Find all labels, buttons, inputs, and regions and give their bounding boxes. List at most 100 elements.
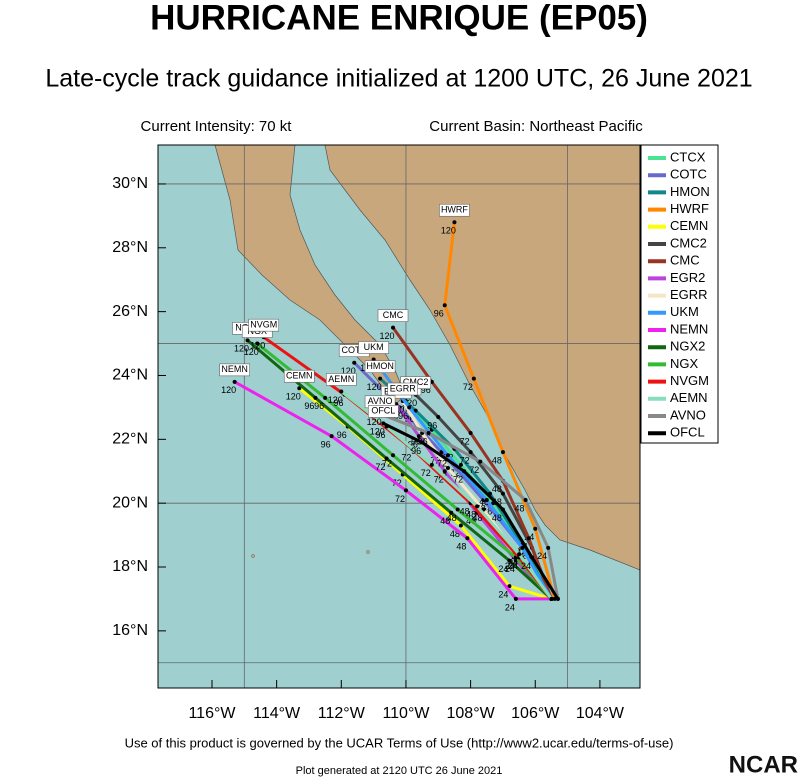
hour-label: 120 [234,344,249,354]
x-tick-label: 116°W [188,705,236,722]
track-point [526,536,531,541]
track-point [323,395,328,400]
track-point [513,596,518,601]
track-point [420,440,425,445]
track-point [426,430,431,435]
track-point [520,545,525,550]
track-point [413,408,418,413]
hour-label: 48 [466,510,476,520]
y-tick-label: 24°N [112,367,148,384]
track-point [517,552,522,557]
track-point [391,325,396,330]
legend-label: AEMN [670,390,708,405]
model-label-box [377,309,409,322]
track-point [458,523,463,528]
hour-label: 24 [508,561,518,571]
hour-label: 96 [408,440,418,450]
hour-label: 96 [314,401,324,411]
hour-label: 48 [450,529,460,539]
y-tick-label: 18°N [112,558,148,575]
hour-label: 72 [434,475,444,485]
legend-label: CMC [670,253,700,268]
hour-label: 96 [304,401,314,411]
hour-label: 120 [250,341,265,351]
hour-label: 120 [367,382,382,392]
chart-subtitle: Late-cycle track guidance initialized at… [45,65,752,93]
hour-label: 120 [328,395,343,405]
model-label-box [248,318,280,332]
island [366,550,370,554]
hour-label: 72 [453,475,463,485]
hour-label: 120 [367,417,382,427]
track-point [352,360,357,365]
track-point [500,491,505,496]
track-point [391,453,396,458]
track-point [465,536,470,541]
hour-label: 24 [498,590,508,600]
hour-label: 24 [537,551,547,561]
hour-label: 72 [382,459,392,469]
track [256,342,553,600]
track-point [403,488,408,493]
hour-label: 24 [498,564,508,574]
track [340,390,553,600]
hour-label: 72 [421,468,431,478]
legend: CTCX COTC HMON HWRF CEMN CMC2 CMC EGR2 EGRR UKM NE… [640,144,719,444]
legend-label: CMC2 [670,235,707,250]
chart-title: HURRICANE ENRIQUE (EP05) [150,0,648,37]
hour-label: 72 [460,455,470,465]
legend-label: HWRF [670,201,709,216]
track-point [245,338,250,343]
hour-label: 96 [337,430,347,440]
legend-label: HMON [670,184,710,199]
hour-label: 48 [515,503,525,513]
legend-label: NEMN [670,321,708,336]
x-tick-label: 106°W [511,705,560,722]
hour-label: 24 [505,602,515,612]
y-tick-label: 22°N [112,431,148,448]
track-point [468,430,473,435]
y-tick-label: 26°N [112,303,148,320]
generated: Plot generated at 2120 UTC 26 June 2021 [296,765,503,777]
track-point [478,459,483,464]
hour-label: 96 [398,411,408,421]
track [443,222,557,600]
tracks: 2448729612024487296120244872961202448729… [219,203,560,612]
y-tick-label: 30°N [112,175,148,192]
hour-label: 96 [411,436,421,446]
legend-label: NGX [670,356,699,371]
x-tick-label: 114°W [253,705,301,722]
track-point [329,434,334,439]
track-point [416,434,421,439]
model-label: CMC2 [403,377,429,387]
track [382,422,560,600]
track-point [384,456,389,461]
hour-label: 120 [370,427,385,437]
track-point [458,462,463,467]
model-label: HWRF [441,205,468,215]
track-point [449,510,454,515]
hour-label: 48 [492,455,502,465]
track [233,380,552,601]
model-label: OFCL [371,406,395,416]
y-tick-label: 20°N [112,494,148,511]
track-point [445,453,450,458]
model-label: CMC [383,310,404,320]
track-point [468,450,473,455]
track-point [445,466,450,471]
x-tick-label: 112°W [318,705,366,722]
legend-label: OFCL [670,425,705,440]
legend-label: COTC [670,167,707,182]
hour-label: 48 [456,542,466,552]
x-tick-label: 104°W [576,705,625,722]
x-tick-label: 108°W [447,705,496,722]
hour-label: 96 [334,398,344,408]
hour-label: 96 [376,430,386,440]
hour-label: 120 [286,392,301,402]
track-point [471,376,476,381]
legend-label: EGRR [670,287,708,302]
model-label-box [283,369,315,383]
track-point [442,469,447,474]
